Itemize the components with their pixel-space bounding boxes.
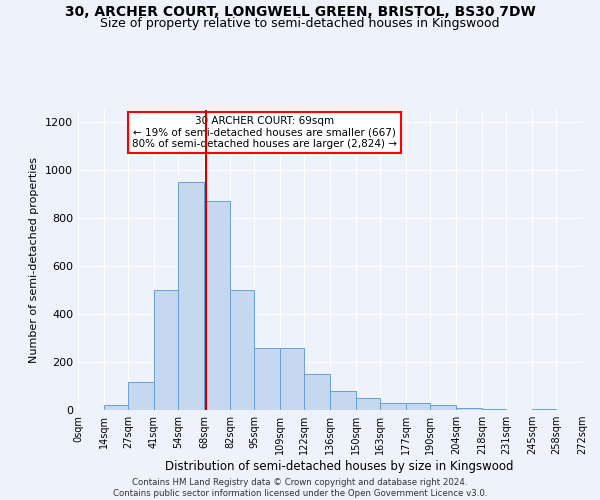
Text: 30 ARCHER COURT: 69sqm
← 19% of semi-detached houses are smaller (667)
80% of se: 30 ARCHER COURT: 69sqm ← 19% of semi-det… <box>132 116 397 149</box>
Bar <box>128 382 154 410</box>
Bar <box>456 408 482 410</box>
Bar <box>254 348 280 410</box>
Text: Size of property relative to semi-detached houses in Kingswood: Size of property relative to semi-detach… <box>100 18 500 30</box>
Text: Distribution of semi-detached houses by size in Kingswood: Distribution of semi-detached houses by … <box>165 460 513 473</box>
Bar <box>406 403 430 410</box>
Bar <box>154 290 178 410</box>
Bar <box>304 374 330 410</box>
Bar <box>482 409 506 410</box>
Bar <box>230 290 254 410</box>
Bar <box>532 409 556 410</box>
Text: 30, ARCHER COURT, LONGWELL GREEN, BRISTOL, BS30 7DW: 30, ARCHER COURT, LONGWELL GREEN, BRISTO… <box>65 5 535 19</box>
Bar <box>380 403 406 410</box>
Bar <box>330 391 356 410</box>
Bar <box>430 405 456 410</box>
Bar <box>104 405 128 410</box>
Text: Contains HM Land Registry data © Crown copyright and database right 2024.
Contai: Contains HM Land Registry data © Crown c… <box>113 478 487 498</box>
Y-axis label: Number of semi-detached properties: Number of semi-detached properties <box>29 157 40 363</box>
Bar <box>178 182 204 410</box>
Bar <box>280 348 304 410</box>
Bar <box>204 201 230 410</box>
Bar <box>356 398 380 410</box>
